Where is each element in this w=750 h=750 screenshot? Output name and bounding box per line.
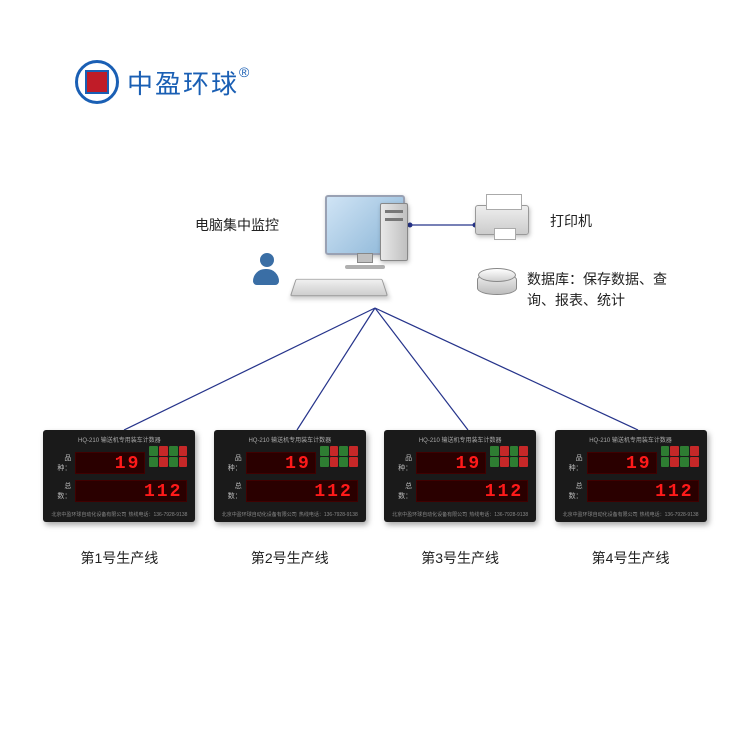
counter-device: HQ-210 输送机专用装车计数器品种：19总数：112 北京中盈环球自动化设备有… (214, 430, 366, 522)
device-label: 第3号生产线 (384, 548, 536, 568)
device-3: HQ-210 输送机专用装车计数器品种：19总数：112 北京中盈环球自动化设备有… (384, 430, 536, 568)
counter-keypad (490, 446, 528, 467)
device-label: 第2号生产线 (214, 548, 366, 568)
row1-label: 品种： (222, 453, 242, 473)
device-label: 第4号生产线 (555, 548, 707, 568)
led-display-bottom: 112 (75, 480, 187, 502)
printer-label: 打印机 (550, 211, 592, 231)
row1-label: 品种： (392, 453, 412, 473)
counter-device: HQ-210 输送机专用装车计数器品种：19总数：112 北京中盈环球自动化设备有… (43, 430, 195, 522)
led-display-top: 19 (75, 452, 145, 474)
counter-header: HQ-210 输送机专用装车计数器 (51, 436, 187, 446)
brand-logo: 中盈环球® (75, 60, 249, 104)
led-display-top: 19 (416, 452, 486, 474)
brand-name: 中盈环球 (127, 69, 239, 99)
led-display-top: 19 (587, 452, 657, 474)
logo-icon (75, 60, 119, 104)
database-label: 数据库：保存数据、查询、报表、统计 (527, 269, 687, 311)
devices-row: HQ-210 输送机专用装车计数器品种：19总数：112北京中盈环球自动化设备有… (0, 430, 750, 568)
device-label: 第1号生产线 (43, 548, 195, 568)
counter-device: HQ-210 输送机专用装车计数器品种：19总数：112 北京中盈环球自动化设备有… (555, 430, 707, 522)
registered-mark: ® (239, 64, 249, 80)
database-icon (477, 273, 517, 299)
counter-header: HQ-210 输送机专用装车计数器 (392, 436, 528, 446)
counter-keypad (320, 446, 358, 467)
device-2: HQ-210 输送机专用装车计数器品种：19总数：112 北京中盈环球自动化设备有… (214, 430, 366, 568)
computer-tower-icon (380, 203, 408, 261)
row2-label: 总数： (222, 481, 242, 501)
counter-header: HQ-210 输送机专用装车计数器 (563, 436, 699, 446)
row2-label: 总数： (392, 481, 412, 501)
counter-header: HQ-210 输送机专用装车计数器 (222, 436, 358, 446)
computer-label: 电脑集中监控 (195, 215, 279, 235)
counter-footer: 北京中盈环球自动化设备有限公司热线电话：136-7928-9138 (392, 511, 528, 518)
led-display-bottom: 112 (246, 480, 358, 502)
led-display-bottom: 112 (587, 480, 699, 502)
counter-footer: 北京中盈环球自动化设备有限公司热线电话：136-7928-9138 (222, 511, 358, 518)
counter-device: HQ-210 输送机专用装车计数器品种：19总数：112 北京中盈环球自动化设备有… (384, 430, 536, 522)
led-display-top: 19 (246, 452, 316, 474)
device-4: HQ-210 输送机专用装车计数器品种：19总数：112 北京中盈环球自动化设备有… (555, 430, 707, 568)
row2-label: 总数： (51, 481, 71, 501)
row2-label: 总数： (563, 481, 583, 501)
counter-keypad (661, 446, 699, 467)
central-hub: 电脑集中监控 打印机 数据库：保存数据、查询、报表、统计 (165, 195, 585, 325)
user-icon (253, 253, 281, 285)
row1-label: 品种： (51, 453, 71, 473)
keyboard-icon (290, 279, 388, 296)
device-1: HQ-210 输送机专用装车计数器品种：19总数：112 北京中盈环球自动化设备有… (43, 430, 195, 568)
printer-icon (475, 205, 535, 235)
counter-footer: 北京中盈环球自动化设备有限公司热线电话：136-7928-9138 (563, 511, 699, 518)
led-display-bottom: 112 (416, 480, 528, 502)
connection-lines (0, 0, 750, 750)
counter-footer: 北京中盈环球自动化设备有限公司热线电话：136-7928-9138 (51, 511, 187, 518)
row1-label: 品种： (563, 453, 583, 473)
counter-keypad (149, 446, 187, 467)
